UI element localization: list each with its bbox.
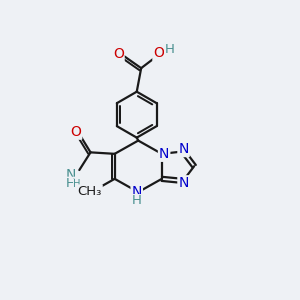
Text: H: H: [165, 44, 175, 56]
Text: H: H: [132, 194, 142, 207]
Text: N: N: [178, 176, 189, 190]
Text: CH₃: CH₃: [78, 185, 102, 198]
Text: O: O: [113, 47, 124, 61]
Text: O: O: [70, 125, 81, 139]
Text: N: N: [178, 142, 189, 156]
Text: N: N: [159, 147, 169, 161]
Text: N: N: [66, 168, 76, 182]
Text: O: O: [153, 46, 164, 60]
Text: H: H: [66, 177, 76, 190]
Text: H: H: [73, 178, 81, 189]
Text: N: N: [132, 185, 142, 199]
